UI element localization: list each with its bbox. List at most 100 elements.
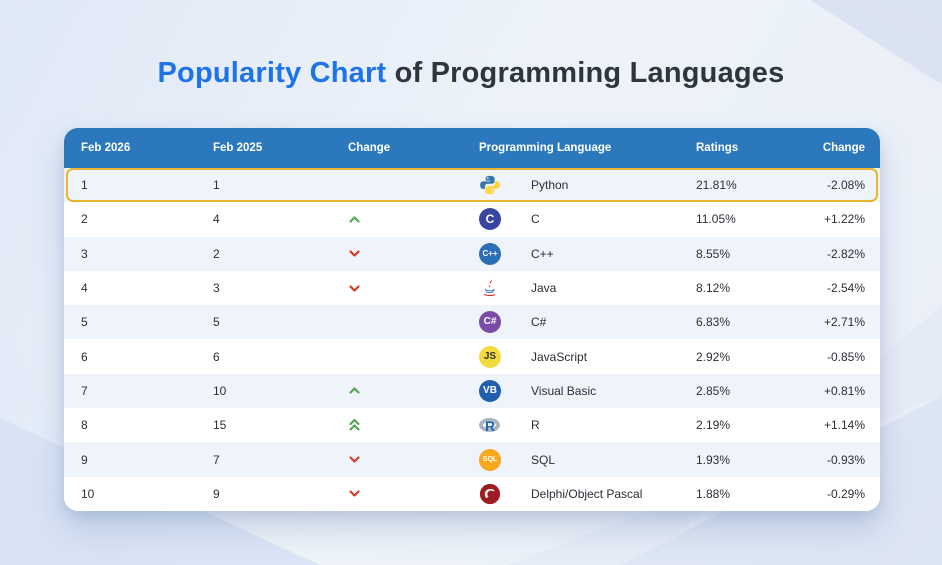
change-value: +2.71% (823, 315, 865, 330)
ratings-value: 21.81% (696, 178, 737, 193)
ratings-value: 8.55% (696, 246, 731, 261)
trend-indicator (346, 215, 479, 224)
header-change-percent: Change (822, 142, 865, 154)
language-cell: VB Visual Basic (479, 379, 696, 402)
trend-indicator (346, 455, 479, 464)
language-name: R (531, 418, 540, 433)
table-row: 6 6 JS JavaScript 2.92% -0.85% (64, 339, 880, 374)
c-icon: C (479, 208, 501, 231)
language-cell: C# C# (479, 311, 696, 334)
language-cell: R R (479, 414, 696, 436)
rank-current: 10 (81, 486, 95, 501)
js-icon: JS (479, 345, 501, 368)
language-cell: SQL SQL (479, 448, 696, 471)
trend-down-icon (349, 284, 360, 292)
rank-current: 6 (81, 349, 88, 364)
language-cell: Java (479, 277, 696, 299)
rank-current: 7 (81, 383, 88, 398)
language-cell: Python (479, 174, 696, 196)
ratings-value: 1.93% (696, 452, 731, 467)
ratings-value: 1.88% (696, 486, 731, 501)
language-cell: C++ C++ (479, 242, 696, 265)
rank-current: 2 (81, 212, 88, 227)
header-programming-language: Programming Language (479, 142, 612, 154)
table-row: 4 3 Java 8.12% -2.54% (64, 270, 880, 306)
trend-indicator (346, 249, 479, 258)
trend-indicator (346, 489, 479, 498)
java-icon (479, 277, 501, 299)
ratings-value: 2.92% (696, 349, 731, 364)
change-value: +1.14% (823, 418, 865, 433)
trend-indicator (346, 386, 479, 395)
change-value: -0.93% (826, 452, 865, 467)
change-value: -0.85% (826, 349, 865, 364)
rank-previous: 6 (213, 349, 220, 364)
change-value: -2.54% (826, 281, 865, 296)
language-name: C (531, 212, 540, 227)
csharp-icon: C# (479, 311, 501, 334)
language-cell: JS JavaScript (479, 345, 696, 368)
language-name: C++ (531, 246, 554, 261)
page-title-accent: Popularity Chart (157, 57, 387, 89)
trend-down-icon (349, 250, 360, 257)
rank-previous: 15 (213, 418, 227, 433)
rank-previous: 3 (213, 281, 220, 296)
language-name: JavaScript (531, 349, 588, 364)
rank-current: 1 (81, 178, 88, 193)
rank-previous: 4 (213, 212, 220, 227)
header-feb-2026: Feb 2026 (81, 142, 131, 154)
language-name: C# (531, 315, 547, 330)
page-title: Popularity Chart of Programming Language… (0, 57, 942, 90)
table-row: 9 7 SQL SQL 1.93% -0.93% (64, 442, 880, 477)
rank-previous: 7 (213, 452, 220, 467)
table-row: 1 1 Python 21.81% -2.08% (64, 168, 880, 203)
ratings-value: 2.85% (696, 383, 731, 398)
table-header-row: Feb 2026 Feb 2025 Change Programming Lan… (64, 128, 880, 168)
header-feb-2025: Feb 2025 (213, 142, 263, 154)
rank-current: 3 (81, 246, 88, 261)
trend-down-icon (349, 456, 360, 463)
language-cell: Delphi/Object Pascal (479, 483, 696, 505)
rank-current: 4 (81, 281, 88, 296)
table-body: 1 1 Python 21.81% -2.08% 2 4 C C 11.05% … (64, 168, 880, 511)
language-name: Visual Basic (531, 383, 597, 398)
page-title-rest: of Programming Languages (386, 57, 785, 89)
trend-up-icon (349, 216, 360, 223)
trend-indicator (346, 418, 479, 432)
change-value: +0.81% (823, 383, 865, 398)
rank-previous: 10 (213, 383, 227, 398)
ratings-value: 11.05% (696, 212, 736, 227)
sql-icon: SQL (479, 448, 501, 471)
rank-current: 8 (81, 418, 88, 433)
rank-previous: 2 (213, 246, 220, 261)
table-row: 5 5 C# C# 6.83% +2.71% (64, 305, 880, 340)
header-change-position: Change (348, 142, 391, 154)
vb-icon: VB (479, 379, 501, 402)
table-row: 2 4 C C 11.05% +1.22% (64, 202, 880, 237)
language-cell: C C (479, 208, 696, 231)
table-row: 10 9 Delphi/Object Pascal 1.88% -0.29% (64, 476, 880, 511)
change-value: -2.82% (826, 246, 865, 261)
change-value: -0.29% (826, 486, 865, 501)
rank-current: 9 (81, 452, 88, 467)
rank-previous: 9 (213, 486, 220, 501)
language-name: Java (531, 281, 557, 296)
ratings-value: 8.12% (696, 281, 731, 296)
cpp-icon: C++ (479, 242, 501, 265)
rank-previous: 5 (213, 315, 220, 330)
rank-previous: 1 (213, 178, 220, 193)
ratings-value: 2.19% (696, 418, 731, 433)
header-ratings: Ratings (696, 142, 739, 154)
change-value: -2.08% (826, 178, 865, 193)
popularity-table-card: Feb 2026 Feb 2025 Change Programming Lan… (64, 128, 880, 511)
python-icon (479, 174, 501, 196)
language-name: Python (531, 178, 569, 193)
table-row: 7 10 VB Visual Basic 2.85% +0.81% (64, 373, 880, 409)
language-name: SQL (531, 452, 556, 467)
ratings-value: 6.83% (696, 315, 731, 330)
table-row: 8 15 R R 2.19% +1.14% (64, 408, 880, 443)
r-icon: R (479, 414, 501, 436)
change-value: +1.22% (823, 212, 865, 227)
trend-indicator (346, 284, 479, 293)
trend-up-icon (349, 387, 360, 395)
